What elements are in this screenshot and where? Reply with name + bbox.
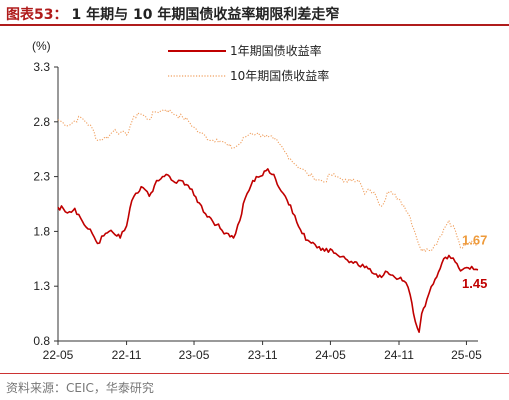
y-tick-label: 0.8: [33, 334, 50, 348]
yield-line-chart: (%) 3.3 2.8 2.3 1.8 1.3 0.822-05 22-11 23-05 23-1…: [32, 39, 487, 362]
y-axis-unit: (%): [32, 39, 51, 53]
y-tick-label: 1.3: [33, 279, 50, 293]
source-note: 资料来源：CEIC，华泰研究: [6, 381, 154, 395]
x-tick-label: 23-05: [179, 348, 210, 362]
end-label-10y: 1.67: [462, 233, 487, 248]
series-line-1y: [57, 168, 479, 333]
y-tick-label: 1.8: [33, 224, 50, 238]
legend-label-10y: 10年期国债收益率: [230, 68, 329, 83]
y-tick-label: 2.8: [33, 115, 50, 129]
x-tick-label: 22-05: [43, 348, 74, 362]
x-tick-label: 23-11: [248, 348, 278, 362]
figure-label: 图表53：: [6, 7, 68, 23]
y-tick-label: 3.3: [33, 60, 50, 74]
footer-rule: [0, 373, 509, 374]
x-tick-label: 25-05: [451, 348, 482, 362]
figure-title: 图表53： 1 年期与 10 年期国债收益率期限利差走窄: [6, 4, 339, 24]
series-line-10y: [57, 108, 479, 253]
chart-series: [57, 108, 479, 333]
end-label-1y: 1.45: [462, 276, 487, 291]
figure-title-text: 1 年期与 10 年期国债收益率期限利差走窄: [71, 7, 340, 23]
legend-label-1y: 1年期国债收益率: [230, 43, 322, 58]
chart-end-labels: 1.67 1.45: [462, 233, 487, 291]
chart-axes: (%) 3.3 2.8 2.3 1.8 1.3 0.822-05 22-11 23-05 23-1…: [32, 39, 482, 362]
x-tick-label: 22-11: [112, 348, 142, 362]
x-tick-label: 24-05: [315, 348, 346, 362]
title-rule: [0, 24, 509, 26]
chart-legend: 1年期国债收益率 10年期国债收益率: [168, 43, 329, 83]
x-tick-label: 24-11: [384, 348, 414, 362]
y-tick-label: 2.3: [33, 170, 50, 184]
